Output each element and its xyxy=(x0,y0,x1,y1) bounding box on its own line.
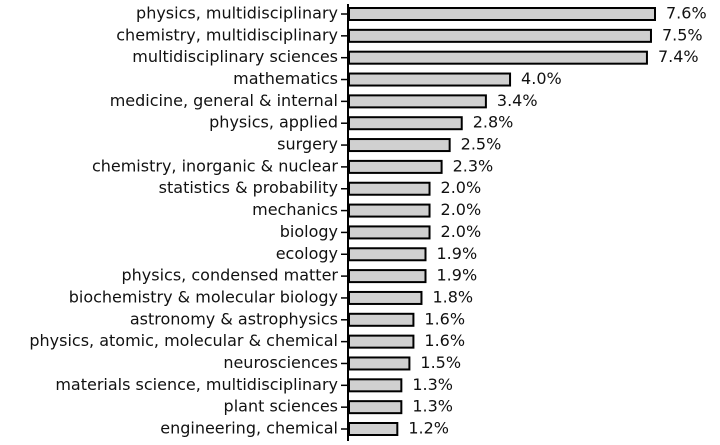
y-tick-label: mechanics xyxy=(252,200,338,219)
y-tick-label: engineering, chemical xyxy=(160,419,338,438)
value-label: 7.6% xyxy=(666,4,707,23)
value-label: 1.5% xyxy=(420,353,461,372)
y-tick-label: plant sciences xyxy=(224,397,338,416)
value-label: 4.0% xyxy=(521,69,562,88)
bar xyxy=(348,28,652,43)
y-tick-label: mathematics xyxy=(233,69,338,88)
value-label: 2.3% xyxy=(453,156,494,175)
y-tick-label: surgery xyxy=(277,135,338,154)
bar xyxy=(348,181,431,196)
y-tick-label: biology xyxy=(280,222,338,241)
bar xyxy=(348,203,431,218)
y-tick-label: biochemistry & molecular biology xyxy=(69,287,338,306)
value-label: 2.0% xyxy=(441,222,482,241)
value-label: 1.6% xyxy=(424,309,465,328)
value-label: 1.2% xyxy=(408,419,449,438)
value-label: 1.8% xyxy=(432,287,473,306)
value-label: 2.5% xyxy=(461,135,502,154)
value-label: 2.0% xyxy=(441,178,482,197)
bar xyxy=(348,334,415,349)
y-tick-label: physics, multidisciplinary xyxy=(136,4,338,23)
bar xyxy=(348,116,463,131)
y-tick-label: physics, condensed matter xyxy=(122,266,339,285)
value-label: 7.4% xyxy=(658,47,699,66)
y-tick-label: medicine, general & internal xyxy=(110,91,338,110)
bar xyxy=(348,247,427,262)
bar xyxy=(348,269,427,284)
bar xyxy=(348,400,403,415)
value-label: 7.5% xyxy=(662,25,703,44)
value-label: 2.0% xyxy=(441,200,482,219)
bar xyxy=(348,159,443,174)
bar xyxy=(348,72,512,87)
bar xyxy=(348,290,423,305)
bar xyxy=(348,94,487,109)
bar xyxy=(348,225,431,240)
y-tick-label: statistics & probability xyxy=(159,178,338,197)
bar xyxy=(348,356,411,371)
bar xyxy=(348,138,451,153)
y-tick-label: chemistry, multidisciplinary xyxy=(116,25,338,44)
y-tick-label: physics, atomic, molecular & chemical xyxy=(29,331,338,350)
bar xyxy=(348,422,399,436)
value-label: 1.3% xyxy=(412,375,453,394)
y-tick-label: ecology xyxy=(276,244,338,263)
bar xyxy=(348,312,415,327)
bar xyxy=(348,50,648,65)
value-label: 1.9% xyxy=(437,266,478,285)
y-tick-label: neurosciences xyxy=(223,353,338,372)
bar xyxy=(348,7,656,21)
value-label: 1.9% xyxy=(437,244,478,263)
y-tick-label: chemistry, inorganic & nuclear xyxy=(92,156,338,175)
bar xyxy=(348,378,403,393)
y-tick-label: physics, applied xyxy=(209,113,338,132)
y-tick-label: astronomy & astrophysics xyxy=(130,309,338,328)
y-tick-label: materials science, multidisciplinary xyxy=(55,375,338,394)
value-label: 1.6% xyxy=(424,331,465,350)
y-tick-label: multidisciplinary sciences xyxy=(132,47,338,66)
value-label: 3.4% xyxy=(497,91,538,110)
value-label: 1.3% xyxy=(412,397,453,416)
value-label: 2.8% xyxy=(473,113,514,132)
